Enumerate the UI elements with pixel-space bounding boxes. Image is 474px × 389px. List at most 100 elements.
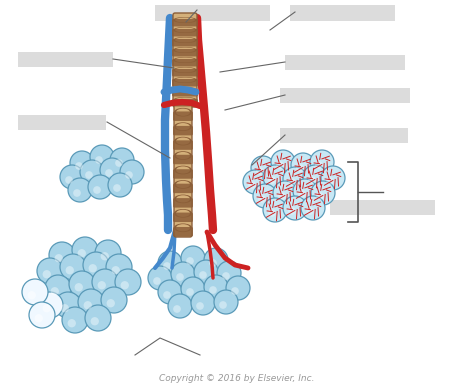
Circle shape: [209, 259, 217, 267]
Ellipse shape: [174, 223, 192, 232]
FancyBboxPatch shape: [172, 89, 198, 96]
Ellipse shape: [173, 57, 197, 63]
Circle shape: [85, 171, 93, 179]
Circle shape: [115, 159, 123, 167]
Circle shape: [296, 164, 304, 172]
Circle shape: [204, 275, 228, 299]
Circle shape: [108, 173, 132, 197]
Circle shape: [43, 270, 51, 279]
Circle shape: [35, 314, 43, 322]
Ellipse shape: [174, 180, 192, 189]
Circle shape: [111, 266, 120, 274]
Circle shape: [75, 162, 83, 170]
Circle shape: [27, 291, 36, 300]
Circle shape: [83, 252, 109, 278]
Circle shape: [273, 181, 297, 205]
Ellipse shape: [174, 137, 192, 145]
Circle shape: [95, 156, 103, 164]
Circle shape: [65, 176, 73, 184]
Bar: [280, 88, 410, 103]
FancyBboxPatch shape: [173, 126, 193, 135]
Circle shape: [37, 292, 63, 318]
Ellipse shape: [176, 224, 190, 231]
Circle shape: [89, 264, 97, 272]
Circle shape: [191, 291, 215, 315]
Ellipse shape: [175, 58, 195, 63]
Circle shape: [60, 254, 86, 280]
FancyBboxPatch shape: [172, 39, 198, 47]
Circle shape: [78, 249, 86, 258]
Circle shape: [315, 161, 323, 169]
Circle shape: [80, 160, 104, 184]
Circle shape: [231, 287, 239, 295]
Circle shape: [68, 319, 76, 328]
Ellipse shape: [173, 87, 197, 93]
Ellipse shape: [174, 151, 192, 160]
Circle shape: [204, 248, 228, 272]
FancyBboxPatch shape: [172, 49, 198, 56]
Circle shape: [176, 273, 184, 281]
Circle shape: [62, 307, 88, 333]
Circle shape: [248, 181, 256, 189]
Circle shape: [83, 301, 92, 309]
Circle shape: [326, 177, 334, 185]
Circle shape: [68, 178, 92, 202]
FancyBboxPatch shape: [172, 59, 198, 67]
Circle shape: [37, 258, 63, 284]
Ellipse shape: [173, 77, 197, 83]
Ellipse shape: [173, 97, 197, 103]
Circle shape: [107, 299, 115, 307]
Ellipse shape: [176, 137, 190, 145]
Circle shape: [55, 292, 81, 318]
Circle shape: [120, 281, 129, 289]
Ellipse shape: [176, 181, 190, 188]
Circle shape: [173, 305, 181, 313]
Bar: [330, 200, 435, 215]
Bar: [18, 115, 106, 130]
Ellipse shape: [175, 88, 195, 93]
Ellipse shape: [175, 47, 195, 53]
Circle shape: [311, 181, 335, 205]
Ellipse shape: [175, 28, 195, 33]
Circle shape: [88, 175, 112, 199]
FancyBboxPatch shape: [173, 140, 193, 150]
Circle shape: [181, 246, 205, 270]
Bar: [280, 128, 408, 143]
Circle shape: [100, 252, 109, 260]
Circle shape: [29, 302, 55, 328]
Circle shape: [209, 286, 217, 294]
Circle shape: [163, 291, 171, 299]
Ellipse shape: [176, 210, 190, 217]
Ellipse shape: [176, 195, 190, 203]
Ellipse shape: [175, 37, 195, 42]
Ellipse shape: [174, 122, 192, 131]
Ellipse shape: [175, 98, 195, 102]
Circle shape: [256, 167, 264, 175]
FancyBboxPatch shape: [172, 79, 198, 86]
Circle shape: [60, 165, 84, 189]
Ellipse shape: [173, 67, 197, 73]
Ellipse shape: [173, 47, 197, 53]
Circle shape: [283, 167, 307, 191]
Ellipse shape: [174, 209, 192, 218]
Circle shape: [101, 287, 127, 313]
Circle shape: [186, 288, 194, 296]
Ellipse shape: [176, 166, 190, 173]
Circle shape: [316, 192, 324, 200]
Circle shape: [271, 150, 295, 174]
Circle shape: [186, 257, 194, 265]
Circle shape: [110, 148, 134, 172]
Circle shape: [100, 158, 124, 182]
Bar: [285, 55, 405, 70]
Circle shape: [158, 280, 182, 304]
Circle shape: [125, 171, 133, 179]
Circle shape: [288, 178, 296, 186]
Circle shape: [276, 161, 284, 169]
Circle shape: [148, 266, 172, 290]
Circle shape: [308, 176, 316, 184]
FancyBboxPatch shape: [173, 212, 193, 222]
Circle shape: [106, 254, 132, 280]
Circle shape: [321, 166, 345, 190]
Circle shape: [217, 261, 241, 285]
Circle shape: [268, 176, 276, 184]
